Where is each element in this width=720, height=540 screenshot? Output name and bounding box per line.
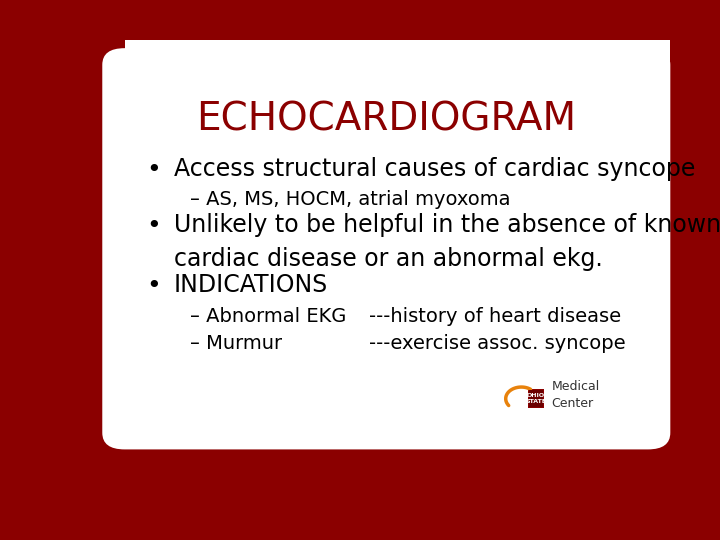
Bar	[529, 390, 543, 407]
FancyBboxPatch shape	[102, 48, 670, 449]
Text: •: •	[145, 158, 161, 183]
Text: •: •	[145, 274, 161, 298]
Bar	[603, 48, 660, 416]
Bar	[603, 40, 660, 82]
Text: Access structural causes of cardiac syncope: Access structural causes of cardiac sync…	[174, 157, 695, 181]
Text: – Murmur: – Murmur	[190, 334, 282, 353]
Text: INDICATIONS: INDICATIONS	[174, 273, 328, 296]
Text: – AS, MS, HOCM, atrial myoxoma: – AS, MS, HOCM, atrial myoxoma	[190, 190, 511, 208]
Text: Medical
Center: Medical Center	[552, 380, 600, 410]
Bar	[147, 40, 670, 82]
Bar	[528, 389, 544, 408]
Text: ---history of heart disease: ---history of heart disease	[369, 307, 621, 326]
Bar	[125, 40, 147, 82]
Text: Unlikely to be helpful in the absence of known
cardiac disease or an abnormal ek: Unlikely to be helpful in the absence of…	[174, 213, 720, 271]
Text: OHIO
STATE: OHIO STATE	[526, 393, 546, 404]
Text: – Abnormal EKG: – Abnormal EKG	[190, 307, 347, 326]
Text: •: •	[145, 214, 161, 239]
Text: ECHOCARDIOGRAM: ECHOCARDIOGRAM	[196, 100, 576, 138]
Text: ---exercise assoc. syncope: ---exercise assoc. syncope	[369, 334, 626, 353]
Bar	[603, 416, 660, 433]
